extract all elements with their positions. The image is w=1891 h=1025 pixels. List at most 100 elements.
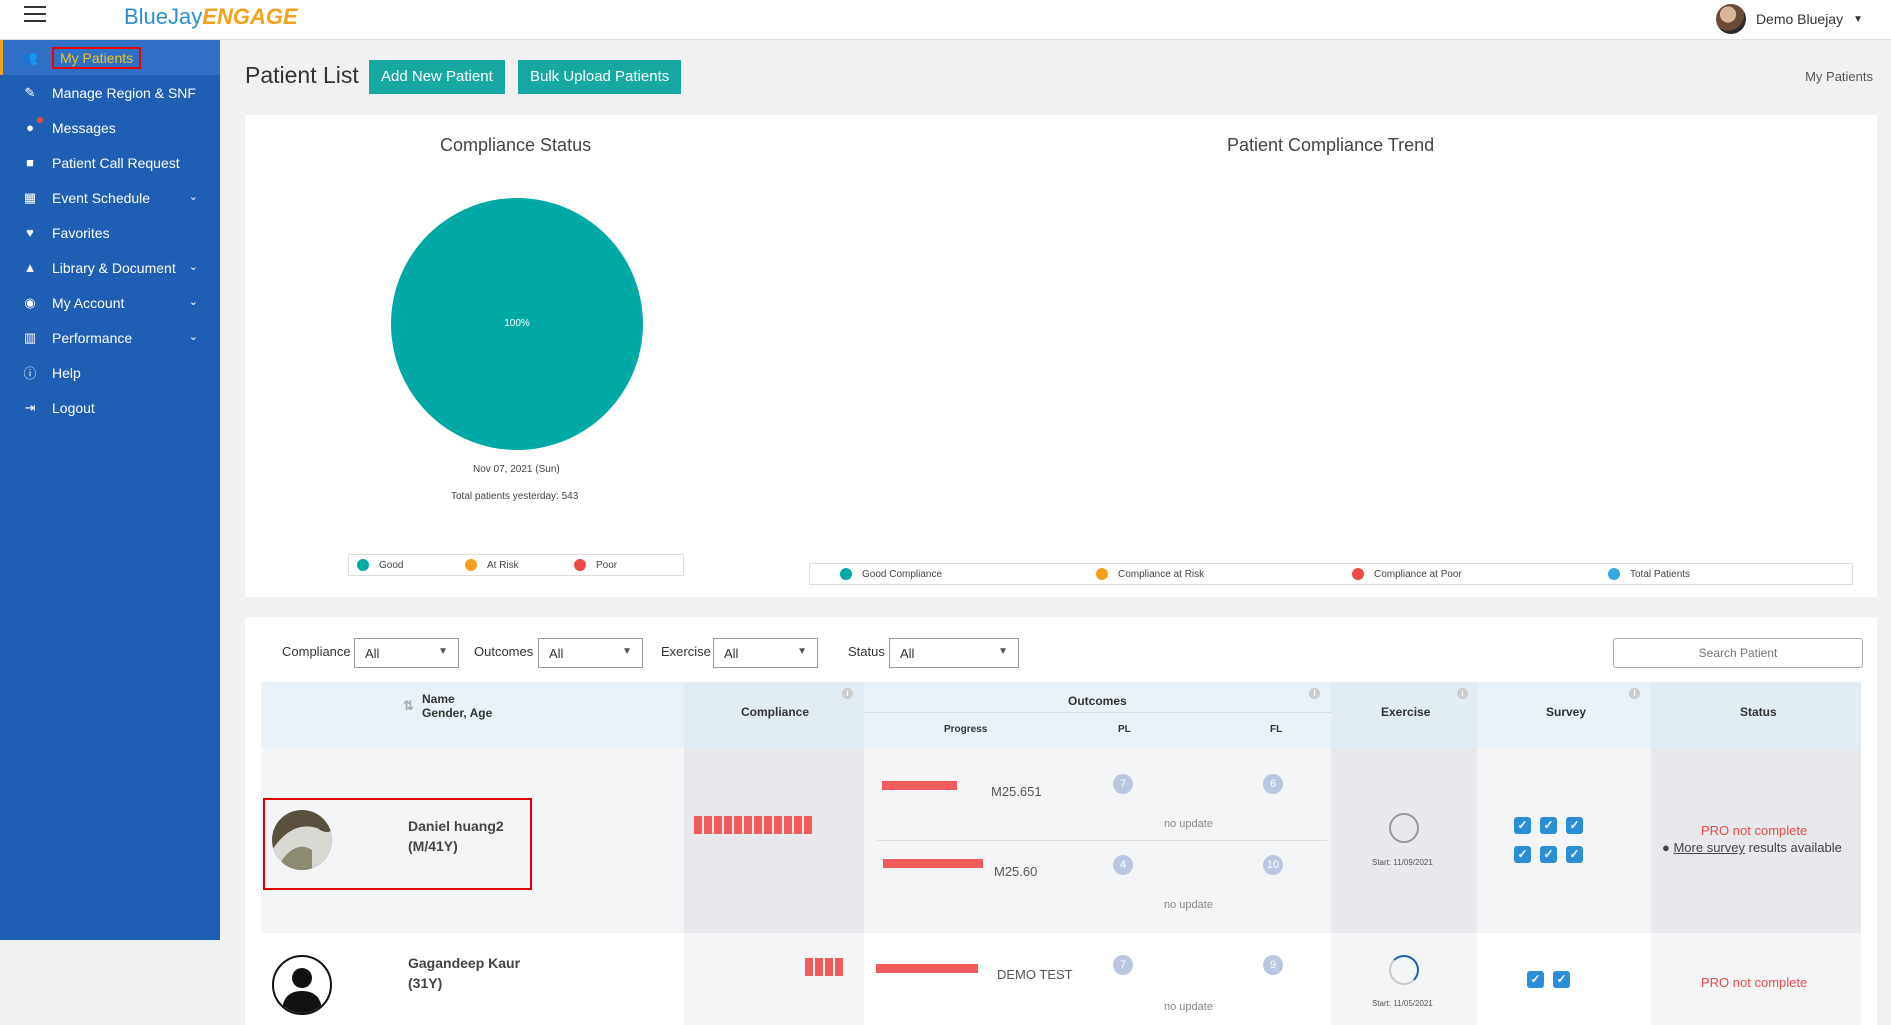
th-pl: PL	[1118, 724, 1131, 735]
patient-name[interactable]: Daniel huang2	[408, 818, 504, 834]
pl-score: 7	[1113, 955, 1133, 975]
survey-check-icon[interactable]: ✓	[1566, 846, 1583, 863]
hamburger-menu-icon[interactable]	[24, 6, 46, 24]
status-filter-select[interactable]: All ▼	[889, 638, 1019, 668]
th-name[interactable]: Name	[422, 692, 455, 706]
fl-score: 9	[1263, 955, 1283, 975]
progress-bar	[883, 859, 983, 868]
th-progress: Progress	[944, 724, 988, 735]
sidebar-item-library[interactable]: ▲ Library & Document ⌄	[0, 250, 220, 285]
legend-dot	[1608, 568, 1620, 580]
chevron-down-icon: ▼	[797, 646, 807, 657]
more-survey-link[interactable]: More survey	[1673, 840, 1745, 855]
survey-check-icon[interactable]: ✓	[1514, 846, 1531, 863]
compliance-bar	[694, 816, 812, 834]
sidebar-item-logout[interactable]: ⇥ Logout	[0, 390, 220, 425]
exercise-column-bg	[1331, 682, 1477, 748]
legend-dot	[465, 559, 477, 571]
compliance-block	[774, 816, 782, 834]
legend-at-risk[interactable]: At Risk	[465, 559, 519, 571]
pie-slice-good[interactable]	[391, 198, 643, 450]
legend-compliance-at-poor[interactable]: Compliance at Poor	[1352, 568, 1462, 580]
more-survey-text: ● More survey results available	[1662, 840, 1842, 855]
diagnosis-code: DEMO TEST	[997, 967, 1073, 982]
progress-bar	[876, 964, 978, 973]
trend-legend: Good Compliance Compliance at Risk Compl…	[809, 563, 1853, 585]
user-menu[interactable]: Demo Bluejay ▼	[1715, 4, 1863, 34]
progress-bar	[882, 781, 957, 790]
info-icon[interactable]: i	[1309, 688, 1320, 699]
page-title: Patient List	[245, 62, 359, 88]
info-icon[interactable]: i	[842, 688, 853, 699]
top-bar: BlueJayENGAGE Demo Bluejay ▼	[0, 0, 1891, 40]
compliance-block	[704, 816, 712, 834]
chevron-down-icon: ▼	[438, 646, 448, 657]
highlight-box	[263, 798, 532, 890]
pl-score: 7	[1113, 774, 1133, 794]
sidebar-item-manage-region[interactable]: ✎ Manage Region & SNF	[0, 75, 220, 110]
compliance-filter-select[interactable]: All ▼	[354, 638, 459, 668]
sidebar-item-label: Patient Call Request	[52, 154, 180, 171]
outcomes-filter-select[interactable]: All ▼	[538, 638, 643, 668]
logout-icon: ⇥	[24, 399, 36, 415]
compliance-block	[805, 958, 813, 976]
legend-good[interactable]: Good	[357, 559, 403, 571]
survey-check-icon[interactable]: ✓	[1566, 817, 1583, 834]
patient-name[interactable]: Gagandeep Kaur	[408, 955, 521, 971]
legend-poor[interactable]: Poor	[574, 559, 617, 571]
sidebar-item-my-patients[interactable]: 👥 My Patients	[0, 40, 220, 75]
sidebar-item-messages[interactable]: ● Messages	[0, 110, 220, 145]
compliance-filter-label: Compliance	[282, 644, 351, 659]
table-row[interactable]: Gagandeep Kaur (31Y) DEMO TEST 7 9 no up…	[261, 933, 1861, 1025]
compliance-block	[764, 816, 772, 834]
status-cell-bg	[1651, 933, 1861, 1025]
info-icon[interactable]: i	[1629, 688, 1640, 699]
survey-check-icon[interactable]: ✓	[1540, 817, 1557, 834]
legend-compliance-at-risk[interactable]: Compliance at Risk	[1096, 568, 1204, 580]
patient-avatar[interactable]	[272, 810, 332, 870]
sidebar-item-help[interactable]: ⓘ Help	[0, 355, 220, 390]
app-logo[interactable]: BlueJayENGAGE	[124, 4, 298, 29]
th-survey: Survey	[1546, 705, 1587, 719]
sidebar-item-label: Logout	[52, 399, 95, 416]
table-row[interactable]: Daniel huang2 (M/41Y) M25.651 7 6 no upd…	[261, 748, 1861, 933]
no-update-text: no update	[1164, 818, 1213, 830]
sidebar-item-call-request[interactable]: ■ Patient Call Request	[0, 145, 220, 180]
survey-check-icon[interactable]: ✓	[1540, 846, 1557, 863]
diagnosis-code: M25.60	[994, 864, 1038, 879]
chevron-down-icon: ▼	[998, 646, 1008, 657]
survey-check-icon[interactable]: ✓	[1514, 817, 1531, 834]
legend-dot	[574, 559, 586, 571]
legend-good-compliance[interactable]: Good Compliance	[840, 568, 942, 580]
breadcrumb[interactable]: My Patients	[1805, 69, 1873, 84]
survey-check-icon[interactable]: ✓	[1527, 971, 1544, 988]
chat-icon: ●	[20, 116, 43, 136]
status-cell-bg	[1651, 748, 1861, 933]
edit-icon: ✎	[24, 84, 36, 100]
sidebar-item-event-schedule[interactable]: ▦ Event Schedule ⌄	[0, 180, 220, 215]
sort-icon[interactable]: ⇅	[403, 698, 414, 713]
pl-score: 4	[1113, 855, 1133, 875]
sidebar-item-performance[interactable]: ▥ Performance ⌄	[0, 320, 220, 355]
account-icon: ◉	[24, 294, 36, 310]
legend-dot	[840, 568, 852, 580]
patient-avatar[interactable]	[272, 955, 332, 1015]
bulk-upload-button[interactable]: Bulk Upload Patients	[518, 60, 682, 94]
compliance-block	[694, 816, 702, 834]
sidebar-item-label: Messages	[52, 119, 116, 136]
search-patient-input[interactable]	[1613, 638, 1863, 668]
legend-total-patients[interactable]: Total Patients	[1608, 568, 1690, 580]
survey-check-icon[interactable]: ✓	[1553, 971, 1570, 988]
info-icon[interactable]: i	[1457, 688, 1468, 699]
user-name: Demo Bluejay	[1755, 11, 1844, 27]
sidebar-item-my-account[interactable]: ◉ My Account ⌄	[0, 285, 220, 320]
add-new-patient-button[interactable]: Add New Patient	[369, 60, 505, 94]
compliance-card: Compliance Status 100% Nov 07, 2021 (Sun…	[245, 115, 1877, 597]
exercise-filter-select[interactable]: All ▼	[713, 638, 818, 668]
outcomes-divider	[864, 712, 1331, 713]
legend-dot	[1352, 568, 1364, 580]
users-icon: 👥	[21, 49, 39, 65]
bar-chart-icon: ▥	[23, 329, 37, 345]
sidebar-item-favorites[interactable]: ♥ Favorites	[0, 215, 220, 250]
exercise-progress-ring	[1389, 813, 1419, 843]
